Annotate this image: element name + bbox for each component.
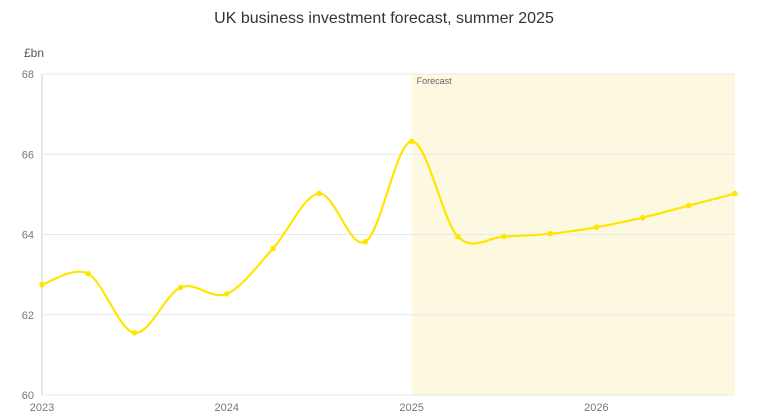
x-tick-label: 2024 xyxy=(215,402,239,414)
data-point xyxy=(177,284,184,291)
data-point xyxy=(501,233,507,240)
data-point xyxy=(408,138,415,145)
data-point xyxy=(593,224,600,231)
y-tick-label: 64 xyxy=(22,230,34,242)
chart-title: UK business investment forecast, summer … xyxy=(214,10,554,27)
data-point xyxy=(85,271,91,277)
data-point xyxy=(639,214,646,221)
data-point xyxy=(316,190,323,197)
y-tick-label: 68 xyxy=(22,69,34,81)
data-point xyxy=(547,230,553,237)
data-point xyxy=(131,330,138,336)
data-point xyxy=(224,291,230,297)
x-tick-label: 2025 xyxy=(399,402,423,414)
x-tick-label: 2023 xyxy=(30,402,54,414)
y-tick-label: 60 xyxy=(22,390,34,402)
data-point xyxy=(686,202,692,209)
data-point xyxy=(270,245,276,252)
data-point xyxy=(39,281,45,288)
data-point xyxy=(455,233,461,240)
y-tick-label: 66 xyxy=(22,149,34,161)
x-tick-label: 2026 xyxy=(584,402,608,414)
y-tick-label: 62 xyxy=(22,310,34,322)
data-point xyxy=(362,238,369,245)
forecast-label: Forecast xyxy=(417,76,453,86)
series-line xyxy=(41,140,736,334)
y-axis-unit-label: £bn xyxy=(24,46,45,60)
data-point xyxy=(732,190,738,197)
